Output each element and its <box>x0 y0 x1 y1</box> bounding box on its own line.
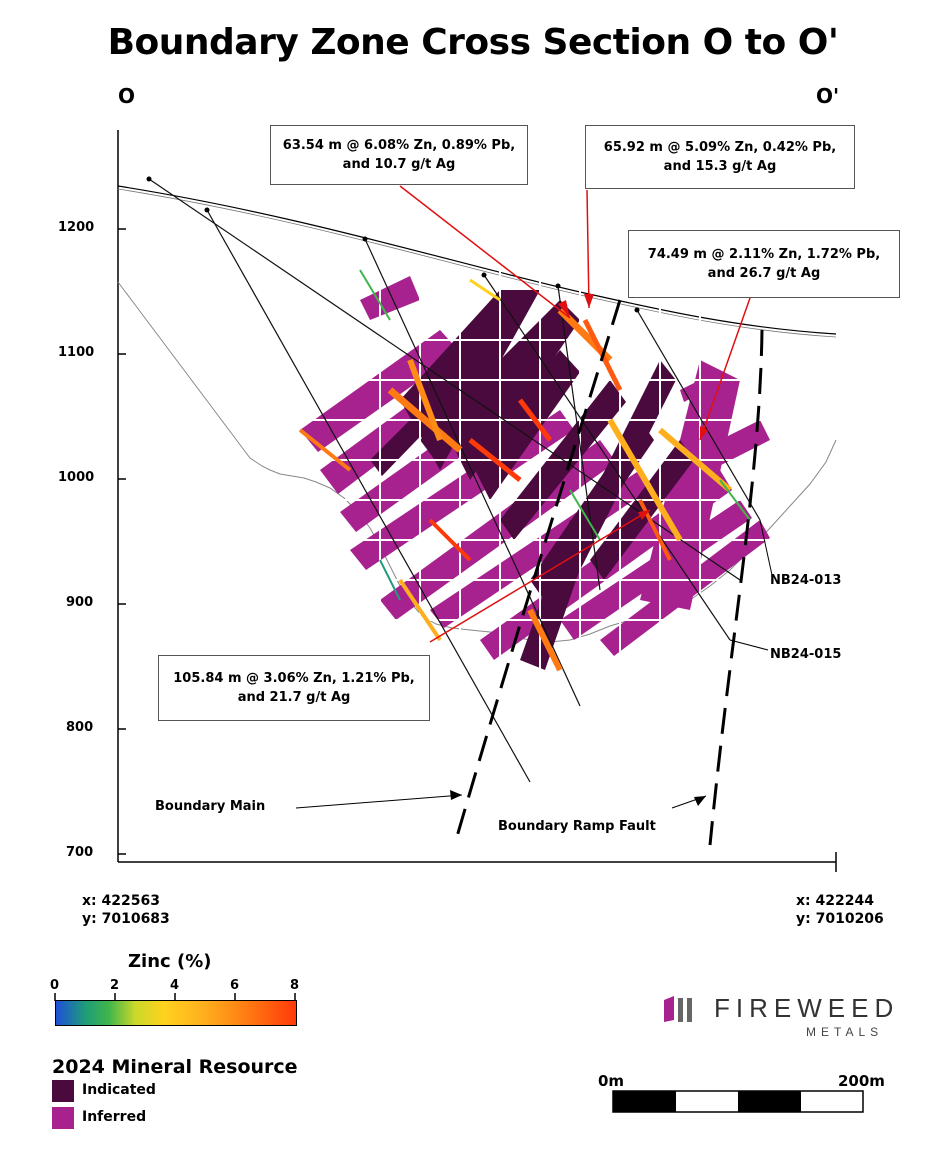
inferred-label: Inferred <box>82 1109 147 1125</box>
indicated-swatch <box>52 1080 74 1102</box>
scale-bar <box>612 1090 864 1113</box>
zinc-legend-title: Zinc (%) <box>128 951 212 972</box>
page-title: Boundary Zone Cross Section O to O' <box>107 22 839 63</box>
zinc-tick-marks <box>54 993 296 1001</box>
y-tick: 1200 <box>58 220 95 235</box>
faults <box>454 299 764 846</box>
logo-subtitle: METALS <box>806 1025 884 1039</box>
drillhole-label-013: NB24-013 <box>770 573 842 588</box>
leader-lines <box>295 519 773 809</box>
section-end-label: O' <box>816 84 840 108</box>
zinc-tick: 6 <box>230 978 240 993</box>
inferred-swatch <box>52 1107 74 1129</box>
intercept-callout-2: 65.92 m @ 5.09% Zn, 0.42% Pb, and 15.3 g/… <box>585 125 855 189</box>
section-start-label: O <box>118 84 136 108</box>
axes <box>117 130 837 872</box>
zinc-tick: 0 <box>50 978 60 993</box>
cross-section-diagram <box>117 130 837 872</box>
zinc-tick: 4 <box>170 978 180 993</box>
fireweed-logo-icon <box>664 996 692 1022</box>
y-tick: 1100 <box>58 345 95 360</box>
intercept-callout-1: 63.54 m @ 6.08% Zn, 0.89% Pb, and 10.7 g/… <box>270 125 528 185</box>
y-tick: 1000 <box>58 470 95 485</box>
topography-line <box>117 185 837 338</box>
scale-start-label: 0m <box>598 1072 625 1090</box>
y-tick: 700 <box>66 845 94 860</box>
indicated-label: Indicated <box>82 1082 156 1098</box>
logo-wordmark: FIREWEED <box>714 993 900 1023</box>
zinc-tick: 2 <box>110 978 120 993</box>
scale-end-label: 200m <box>838 1072 885 1090</box>
callout-arrowheads <box>558 294 708 520</box>
zinc-colorbar <box>55 1000 297 1026</box>
y-tick: 900 <box>66 595 94 610</box>
drill-collars <box>146 176 640 313</box>
leader-arrowheads <box>450 790 706 806</box>
boundary-main-label: Boundary Main <box>155 799 266 814</box>
end-coordinates: x: 422244 y: 7010206 <box>796 893 884 927</box>
start-coordinates: x: 422563 y: 7010683 <box>82 893 170 927</box>
resource-legend-title: 2024 Mineral Resource <box>52 1056 298 1078</box>
block-grid <box>290 270 780 700</box>
drillhole-label-015: NB24-015 <box>770 647 842 662</box>
intercept-callout-3: 74.49 m @ 2.11% Zn, 1.72% Pb, and 26.7 g/… <box>628 230 900 298</box>
y-tick: 800 <box>66 720 94 735</box>
intercept-callout-4: 105.84 m @ 3.06% Zn, 1.21% Pb, and 21.7 g… <box>158 655 430 721</box>
ramp-fault-label: Boundary Ramp Fault <box>498 819 656 834</box>
zinc-tick: 8 <box>290 978 300 993</box>
callout-arrows <box>399 185 751 643</box>
